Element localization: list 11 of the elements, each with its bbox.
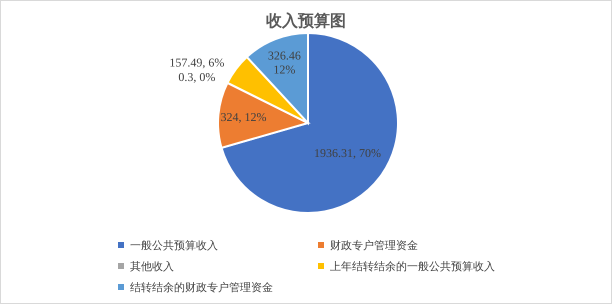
data-label: 1936.31, 70% bbox=[314, 146, 382, 160]
data-label: 324, 12% bbox=[220, 110, 266, 124]
legend-label: 结转结余的财政专户管理资金 bbox=[130, 281, 273, 294]
legend-label: 财政专户管理资金 bbox=[330, 239, 418, 252]
legend-label: 其他收入 bbox=[130, 260, 174, 273]
data-label: 157.49, 6% bbox=[169, 55, 224, 70]
chart-title: 收入预算图 bbox=[266, 11, 346, 30]
data-label: 326.46 12% bbox=[268, 48, 301, 77]
legend-label: 上年结转结余的一般公共预算收入 bbox=[330, 260, 495, 273]
legend-label: 一般公共预算收入 bbox=[130, 239, 218, 252]
data-label: 0.3, 0% bbox=[178, 70, 216, 84]
